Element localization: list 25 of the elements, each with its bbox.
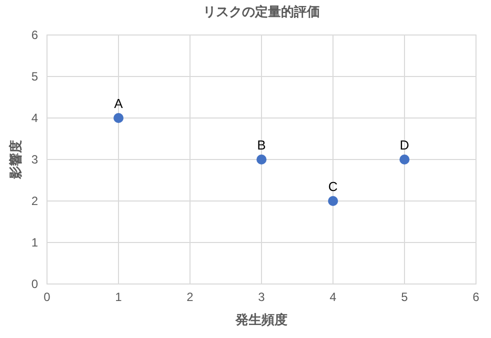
x-tick-label: 3 xyxy=(258,290,266,304)
point xyxy=(328,196,338,206)
y-tick-label: 5 xyxy=(31,70,38,84)
x-tick-label: 2 xyxy=(186,290,194,304)
point xyxy=(256,154,266,164)
annotation: B xyxy=(257,138,266,152)
y-tick-label: 2 xyxy=(31,194,38,208)
y-tick-label: 3 xyxy=(31,152,38,166)
y-axis-title: 影響度 xyxy=(8,140,23,180)
x-tick-label: 5 xyxy=(401,290,408,304)
y-tick-label: 4 xyxy=(31,111,38,125)
y-tick-label: 1 xyxy=(31,236,38,250)
annotation: C xyxy=(328,179,338,194)
x-tick-label: 6 xyxy=(472,290,480,304)
x-axis-title: 発生頻度 xyxy=(234,312,288,327)
point xyxy=(114,113,124,123)
y-tick-label: 0 xyxy=(31,277,38,291)
x-tick-label: 4 xyxy=(330,290,337,304)
y-tick-label: 6 xyxy=(31,28,38,42)
annotation: D xyxy=(400,138,410,152)
point xyxy=(400,154,410,164)
x-tick-label: 0 xyxy=(44,290,51,304)
chart-title: リスクの定量的評価 xyxy=(203,4,320,19)
annotation: A xyxy=(114,96,124,111)
x-tick-label: 1 xyxy=(115,290,122,304)
